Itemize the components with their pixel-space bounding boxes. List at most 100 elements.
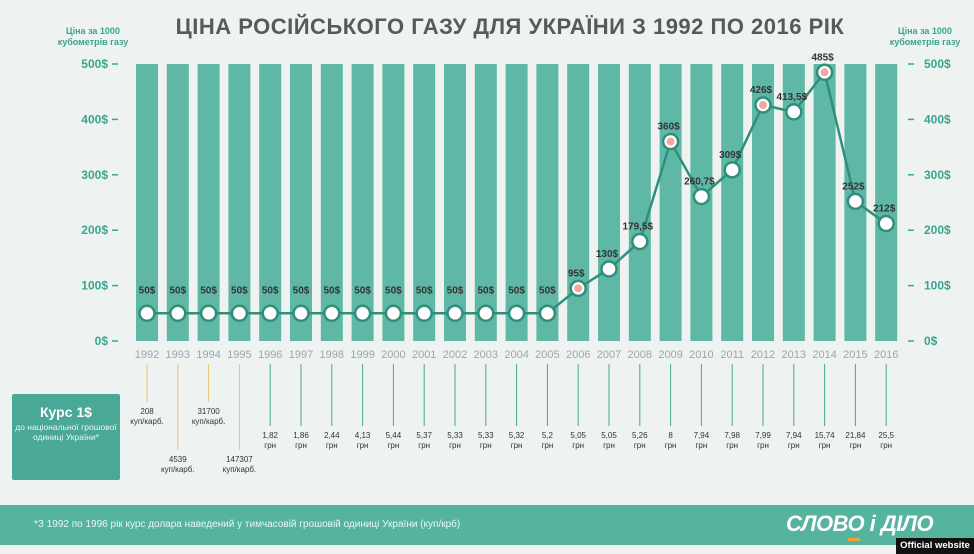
exchange-rate-unit: грн <box>726 441 738 450</box>
exchange-rate-unit: грн <box>418 441 430 450</box>
year-bar <box>197 64 220 341</box>
price-label: 50$ <box>539 285 556 296</box>
price-label: 50$ <box>200 285 217 296</box>
logo-accent-mark <box>848 538 860 541</box>
exchange-rate-unit: грн <box>819 441 831 450</box>
year-label: 1992 <box>135 349 159 361</box>
exchange-rate-value: 1,86 <box>293 431 309 440</box>
exchange-rate-value: 5,26 <box>632 431 648 440</box>
exchange-rate-panel: Курс 1$ до національної грошової одиниці… <box>12 394 120 480</box>
price-point <box>353 304 372 323</box>
exchange-rate-unit: грн <box>357 441 369 450</box>
y-tick-right: 100$ <box>924 279 951 293</box>
year-label: 1993 <box>166 349 190 361</box>
price-point-highlight <box>666 137 675 146</box>
year-bar <box>752 64 774 341</box>
year-bar <box>320 64 343 341</box>
price-point <box>138 304 156 323</box>
exchange-rate-value: 31700 <box>197 407 220 416</box>
exchange-rate-value: 1,82 <box>262 431 278 440</box>
year-bar <box>474 64 497 341</box>
year-label: 2012 <box>751 349 775 361</box>
year-bar <box>813 64 836 341</box>
price-label: 309$ <box>719 150 742 161</box>
price-label: 252$ <box>842 181 865 192</box>
exchange-rate-value: 15,74 <box>815 431 836 440</box>
y-axis-unit-right: Ціна за 1000 кубометрів газу <box>889 26 961 47</box>
exchange-rate-unit: куп/карб. <box>192 417 226 426</box>
official-website-badge[interactable]: Official website <box>896 538 974 554</box>
exchange-rate-value: 5,05 <box>601 431 617 440</box>
year-bar <box>659 64 682 341</box>
exchange-rate-unit: куп/карб. <box>130 417 164 426</box>
year-label: 2001 <box>412 349 436 361</box>
price-label: 50$ <box>262 285 279 296</box>
y-tick-left: 300$ <box>81 168 108 182</box>
year-bar <box>782 64 805 341</box>
exchange-rate-value: 21,84 <box>845 431 866 440</box>
year-label: 1996 <box>258 349 282 361</box>
price-label: 50$ <box>139 285 156 296</box>
year-bar <box>382 64 405 341</box>
price-point <box>323 304 341 323</box>
footer-bar: *З 1992 по 1996 рік курс долара наведени… <box>0 505 974 545</box>
price-label: 485$ <box>811 52 834 63</box>
price-label: 360$ <box>657 122 680 133</box>
exchange-rate-unit: грн <box>603 441 615 450</box>
price-point <box>292 304 310 323</box>
price-label: 413,5$ <box>777 92 808 103</box>
year-label: 2015 <box>843 349 867 361</box>
year-label: 2005 <box>535 349 559 361</box>
footnote: *З 1992 по 1996 рік курс долара наведени… <box>34 519 461 530</box>
exchange-rate-unit: грн <box>511 441 523 450</box>
exchange-rate-unit: грн <box>665 441 677 450</box>
year-bar <box>166 64 189 341</box>
year-label: 2011 <box>720 349 744 361</box>
exchange-rate-title: Курс 1$ <box>40 404 92 420</box>
price-point <box>477 304 495 323</box>
y-tick-right: 500$ <box>924 57 951 71</box>
price-label: 260,7$ <box>684 177 715 188</box>
exchange-rate-value: 5,2 <box>542 431 554 440</box>
price-label: 50$ <box>354 285 371 296</box>
exchange-rate-value: 2,44 <box>324 431 340 440</box>
exchange-rate-unit: грн <box>542 441 554 450</box>
exchange-rate-unit: грн <box>295 441 307 450</box>
exchange-rate-value: 5,33 <box>447 431 463 440</box>
price-label: 95$ <box>568 268 585 279</box>
year-bar <box>413 64 436 341</box>
exchange-rate-value: 147307 <box>226 455 253 464</box>
price-label: 130$ <box>596 249 619 260</box>
year-bar <box>136 64 158 341</box>
year-bar <box>444 64 466 341</box>
price-label: 426$ <box>750 85 773 96</box>
price-point <box>723 161 741 179</box>
price-point <box>384 304 403 323</box>
chart-title: ЦІНА РОСІЙСЬКОГО ГАЗУ ДЛЯ УКРАЇНИ З 1992… <box>175 14 845 39</box>
y-tick-left: 500$ <box>81 57 108 71</box>
exchange-rate-value: 5,37 <box>416 431 432 440</box>
price-label: 50$ <box>477 285 494 296</box>
exchange-rate-unit: грн <box>757 441 769 450</box>
price-label: 50$ <box>447 285 464 296</box>
year-label: 1997 <box>289 349 313 361</box>
y-axis-unit-left: Ціна за 1000 кубометрів газу <box>57 26 129 47</box>
exchange-rate-value: 4,13 <box>355 431 371 440</box>
exchange-rate-value: 5,05 <box>570 431 586 440</box>
price-point <box>600 260 618 278</box>
year-bar <box>505 64 528 341</box>
year-label: 2009 <box>658 349 682 361</box>
price-label: 50$ <box>385 285 402 296</box>
price-point <box>230 304 249 323</box>
price-point <box>199 304 218 323</box>
exchange-rate-value: 5,33 <box>478 431 494 440</box>
year-label: 1994 <box>196 349 220 361</box>
y-tick-left: 400$ <box>81 112 108 126</box>
price-label: 212$ <box>873 204 896 215</box>
exchange-rate-unit: грн <box>572 441 584 450</box>
price-point <box>538 304 557 323</box>
exchange-rate-unit: грн <box>696 441 708 450</box>
exchange-rate-unit: грн <box>788 441 800 450</box>
price-label: 50$ <box>169 285 186 296</box>
year-label: 2003 <box>474 349 498 361</box>
